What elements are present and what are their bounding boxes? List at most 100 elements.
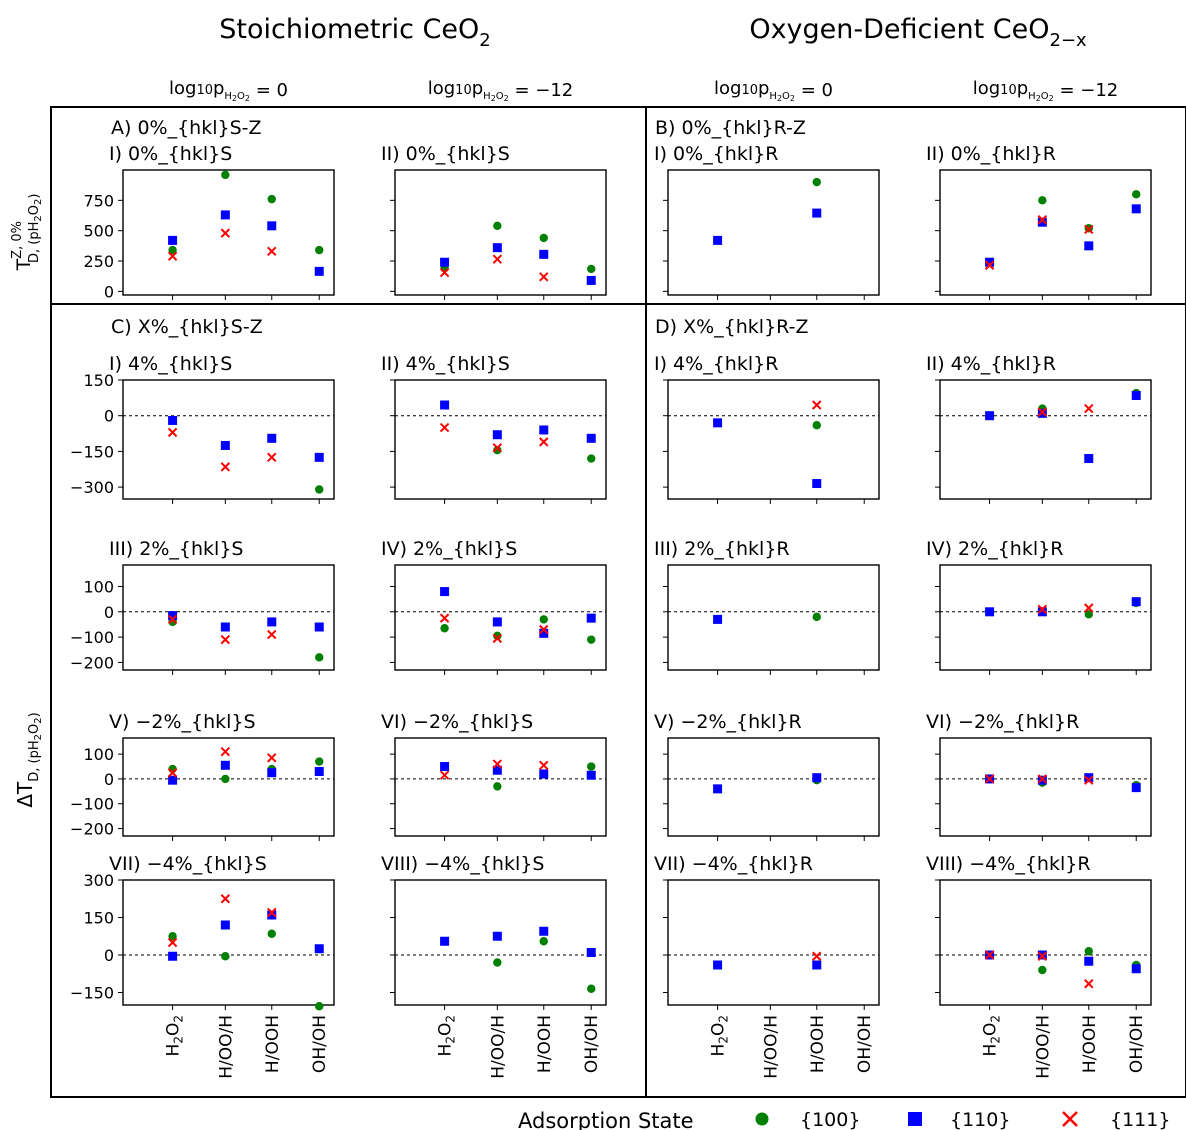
point-110	[267, 221, 277, 231]
point-111	[267, 452, 277, 463]
panel-9: III) 2%_{hkl}S −200 −100 0 100	[70, 538, 335, 675]
panel-15: V) −2%_{hkl}R	[654, 711, 880, 841]
panel-14: VI) −2%_{hkl}S	[381, 711, 607, 841]
point-100	[539, 937, 548, 946]
point-100	[267, 929, 276, 938]
y-tick-label: −300	[70, 478, 114, 497]
point-110	[168, 235, 178, 245]
point-110	[492, 243, 502, 253]
point-111	[984, 774, 995, 784]
point-100	[267, 194, 276, 204]
x-tick-label: H/OOH	[535, 1015, 555, 1073]
point-110	[168, 415, 178, 425]
panel-1: I) 0%_{hkl}S 0 250 500 750	[83, 143, 335, 301]
plot-frame	[939, 737, 1152, 837]
point-100	[221, 774, 230, 784]
point-111	[1037, 951, 1048, 961]
panel-13: V) −2%_{hkl}S −200 −100 0 100	[70, 711, 335, 841]
ylabel-top: TZ, 0% D, (pH2O2)	[10, 194, 44, 272]
panel-title: VII) −4%_{hkl}S	[109, 853, 267, 875]
plot-frame	[667, 564, 880, 671]
point-111	[1084, 403, 1094, 414]
x-tick-label: H/OO/H	[488, 1015, 508, 1079]
panel-4: II) 0%_{hkl}R	[926, 143, 1152, 300]
point-111	[539, 760, 549, 770]
point-111	[492, 443, 503, 453]
point-110	[586, 613, 596, 623]
y-tick-label: 0	[104, 407, 114, 426]
legend-marker-111	[1062, 1111, 1078, 1127]
point-100	[315, 485, 324, 494]
point-100	[315, 653, 324, 662]
point-110	[586, 770, 596, 780]
point-110	[539, 249, 549, 259]
x-category-labels: H2O2 H/OO/H H/OOH OH/OH H2O2 H/OO/H H/OOH OH/OH…	[164, 1015, 1148, 1079]
point-110	[168, 775, 178, 785]
y-tick-label: −100	[70, 795, 114, 814]
point-111	[1084, 224, 1094, 235]
x-tick-label: OH/OH	[582, 1015, 602, 1073]
point-111	[812, 400, 822, 410]
point-111	[167, 427, 178, 438]
ylabel-bottom: ΔTD, (pH2O2)	[13, 712, 44, 807]
plot-frame	[122, 564, 335, 671]
y-tick-label: −200	[70, 820, 114, 839]
point-110	[492, 931, 502, 941]
y-tick-label: 100	[83, 745, 114, 764]
point-110	[168, 611, 178, 621]
point-111	[220, 634, 231, 645]
point-111	[267, 753, 277, 763]
x-tick-label: H/OO/H	[216, 1015, 236, 1079]
plot-frame	[667, 879, 880, 1006]
x-tick-label: OH/OH	[1127, 1015, 1147, 1073]
panel-2: II) 0%_{hkl}S	[381, 143, 607, 300]
point-100	[493, 221, 502, 231]
column-headers: log10pH2O2 = 0 log10pH2O2 = −12 log10pH2O2…	[169, 78, 1118, 103]
point-100	[1084, 947, 1093, 956]
point-111	[220, 894, 231, 904]
column-header-1: log10pH2O2 = 0	[169, 78, 288, 103]
panel-18: VIII) −4%_{hkl}S	[381, 853, 607, 1010]
point-100	[812, 612, 821, 622]
panel-6: II) 4%_{hkl}S	[381, 353, 607, 504]
point-100	[315, 757, 324, 766]
x-tick-label: H2O2	[981, 1015, 1003, 1056]
point-110	[586, 433, 596, 443]
y-tick-label: 0	[104, 603, 114, 622]
point-110	[314, 452, 324, 462]
outer-frame	[50, 106, 1186, 1098]
panel-17: VII) −4%_{hkl}S −150 0 150 300	[70, 853, 335, 1011]
point-111	[1084, 775, 1094, 785]
y-tick-label: 750	[83, 191, 114, 210]
point-110	[1131, 964, 1141, 974]
panel-title: II) 0%_{hkl}S	[381, 143, 510, 165]
point-100	[587, 635, 596, 644]
point-111	[812, 951, 822, 961]
point-110	[314, 622, 324, 632]
y-tick-label: −150	[70, 984, 114, 1003]
point-100	[812, 421, 821, 430]
point-111	[539, 272, 549, 282]
panel-title: V) −2%_{hkl}R	[654, 711, 802, 733]
section-label-a: A) 0%_{hkl}S-Z	[111, 117, 262, 139]
plot-frame	[122, 737, 335, 837]
point-111	[492, 633, 503, 644]
point-110	[492, 430, 502, 440]
point-110	[492, 765, 502, 775]
point-111	[220, 462, 231, 472]
point-111	[539, 624, 549, 635]
plot-frame	[122, 169, 335, 296]
point-111	[1037, 604, 1048, 614]
point-110	[267, 617, 277, 627]
point-111	[167, 768, 178, 778]
plot-frame	[122, 379, 335, 500]
point-100	[493, 782, 502, 791]
panel-title: VIII) −4%_{hkl}R	[926, 853, 1091, 875]
point-110	[1084, 241, 1094, 251]
point-110	[220, 760, 230, 770]
point-110	[440, 257, 450, 267]
point-110	[314, 766, 324, 776]
point-100	[539, 615, 548, 624]
column-header-2: log10pH2O2 = −12	[428, 78, 574, 103]
y-tick-label: 250	[83, 252, 114, 271]
